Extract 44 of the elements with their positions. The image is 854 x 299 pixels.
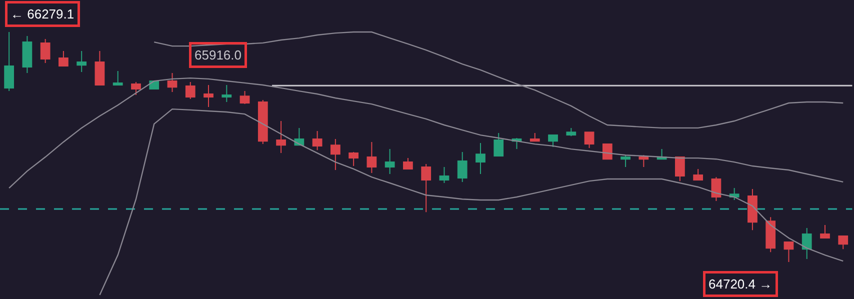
candlestick xyxy=(258,100,268,145)
candlestick xyxy=(820,224,830,239)
candlestick xyxy=(802,228,812,260)
candlestick xyxy=(240,90,250,105)
candlestick xyxy=(530,132,540,142)
candlestick xyxy=(22,36,32,74)
annotation: 64720.4 → xyxy=(708,276,772,292)
candlestick xyxy=(766,216,776,253)
candlestick xyxy=(131,82,141,96)
candlestick xyxy=(602,144,612,160)
candlestick xyxy=(4,32,14,92)
candlestick xyxy=(476,142,486,174)
candlestick xyxy=(784,242,794,263)
candlestick xyxy=(494,132,504,156)
candlestick xyxy=(40,38,50,64)
candlestick xyxy=(439,166,450,184)
candlestick xyxy=(384,148,395,174)
candlestick xyxy=(58,50,68,66)
candlestick xyxy=(838,235,848,250)
annotation: ← 66279.1 xyxy=(10,6,74,22)
candlestick xyxy=(348,152,359,167)
candlestick xyxy=(421,163,432,213)
candlestick xyxy=(620,154,630,168)
candlestick xyxy=(204,84,214,108)
candlestick xyxy=(548,134,558,148)
candlestick xyxy=(366,141,377,174)
candlestick xyxy=(457,152,468,182)
candlestick xyxy=(167,72,178,92)
candlestick xyxy=(185,82,196,100)
candlestick xyxy=(584,132,594,149)
candlestick xyxy=(330,138,340,171)
candlestick xyxy=(693,168,704,181)
candlestick xyxy=(276,120,286,154)
candlestick xyxy=(76,50,87,73)
candlestick xyxy=(222,84,232,102)
candlestick xyxy=(94,50,105,86)
candlestick xyxy=(711,176,722,202)
candlestick xyxy=(566,127,576,137)
candlestick xyxy=(748,188,758,231)
ref-line-label: 65916.0 xyxy=(194,48,242,62)
candlestick xyxy=(403,158,413,170)
candlestick xyxy=(674,156,685,182)
candlestick xyxy=(312,130,322,151)
candlestick xyxy=(112,70,123,86)
